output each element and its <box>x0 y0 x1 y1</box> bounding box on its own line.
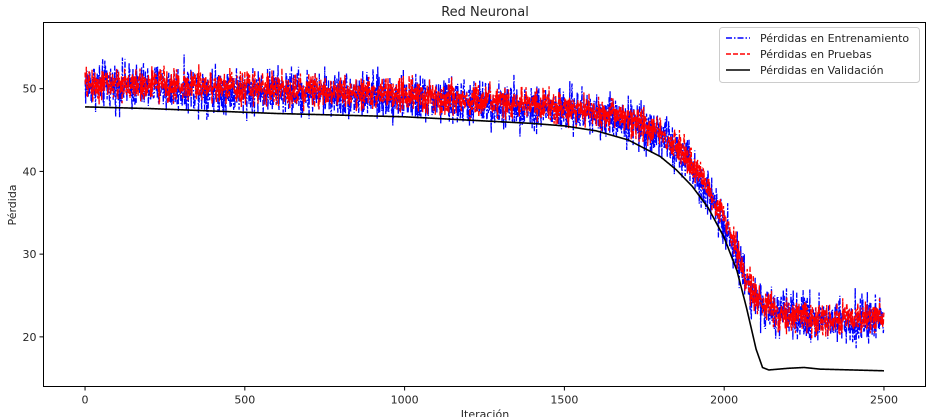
plot-frame <box>43 22 926 387</box>
series-line-3 <box>85 106 884 372</box>
y-axis: 20 30 40 50 <box>23 83 44 344</box>
chart-title: Red Neuronal <box>441 5 529 20</box>
legend-label: Pérdidas en Entrenamiento <box>760 32 909 45</box>
x-tick-label: 1500 <box>550 394 578 407</box>
x-tick-label: 0 <box>82 394 89 407</box>
legend-box <box>719 27 920 83</box>
y-axis-label: Pérdida <box>6 184 19 225</box>
x-tick-label: 500 <box>234 394 255 407</box>
legend-label: Pérdidas en Validación <box>760 64 884 77</box>
legend-entry: Pérdidas en Entrenamiento <box>726 32 909 45</box>
y-tick-label: 50 <box>23 83 37 96</box>
y-tick-label: 20 <box>23 331 37 344</box>
x-axis-label: Iteración <box>461 408 509 417</box>
legend-entry: Pérdidas en Pruebas <box>726 48 872 61</box>
y-tick-label: 30 <box>23 248 37 261</box>
x-axis: 0 500 1000 1500 2000 2500 <box>82 386 898 407</box>
legend: Pérdidas en Entrenamiento Pérdidas en Pru… <box>719 27 920 83</box>
series-line-2 <box>84 64 885 339</box>
y-tick-label: 40 <box>23 165 37 178</box>
plot-lines <box>84 54 885 372</box>
legend-entry: Pérdidas en Validación <box>726 64 884 77</box>
x-tick-label: 1000 <box>391 394 419 407</box>
x-tick-label: 2000 <box>710 394 738 407</box>
legend-label: Pérdidas en Pruebas <box>760 48 872 61</box>
x-tick-label: 2500 <box>870 394 898 407</box>
